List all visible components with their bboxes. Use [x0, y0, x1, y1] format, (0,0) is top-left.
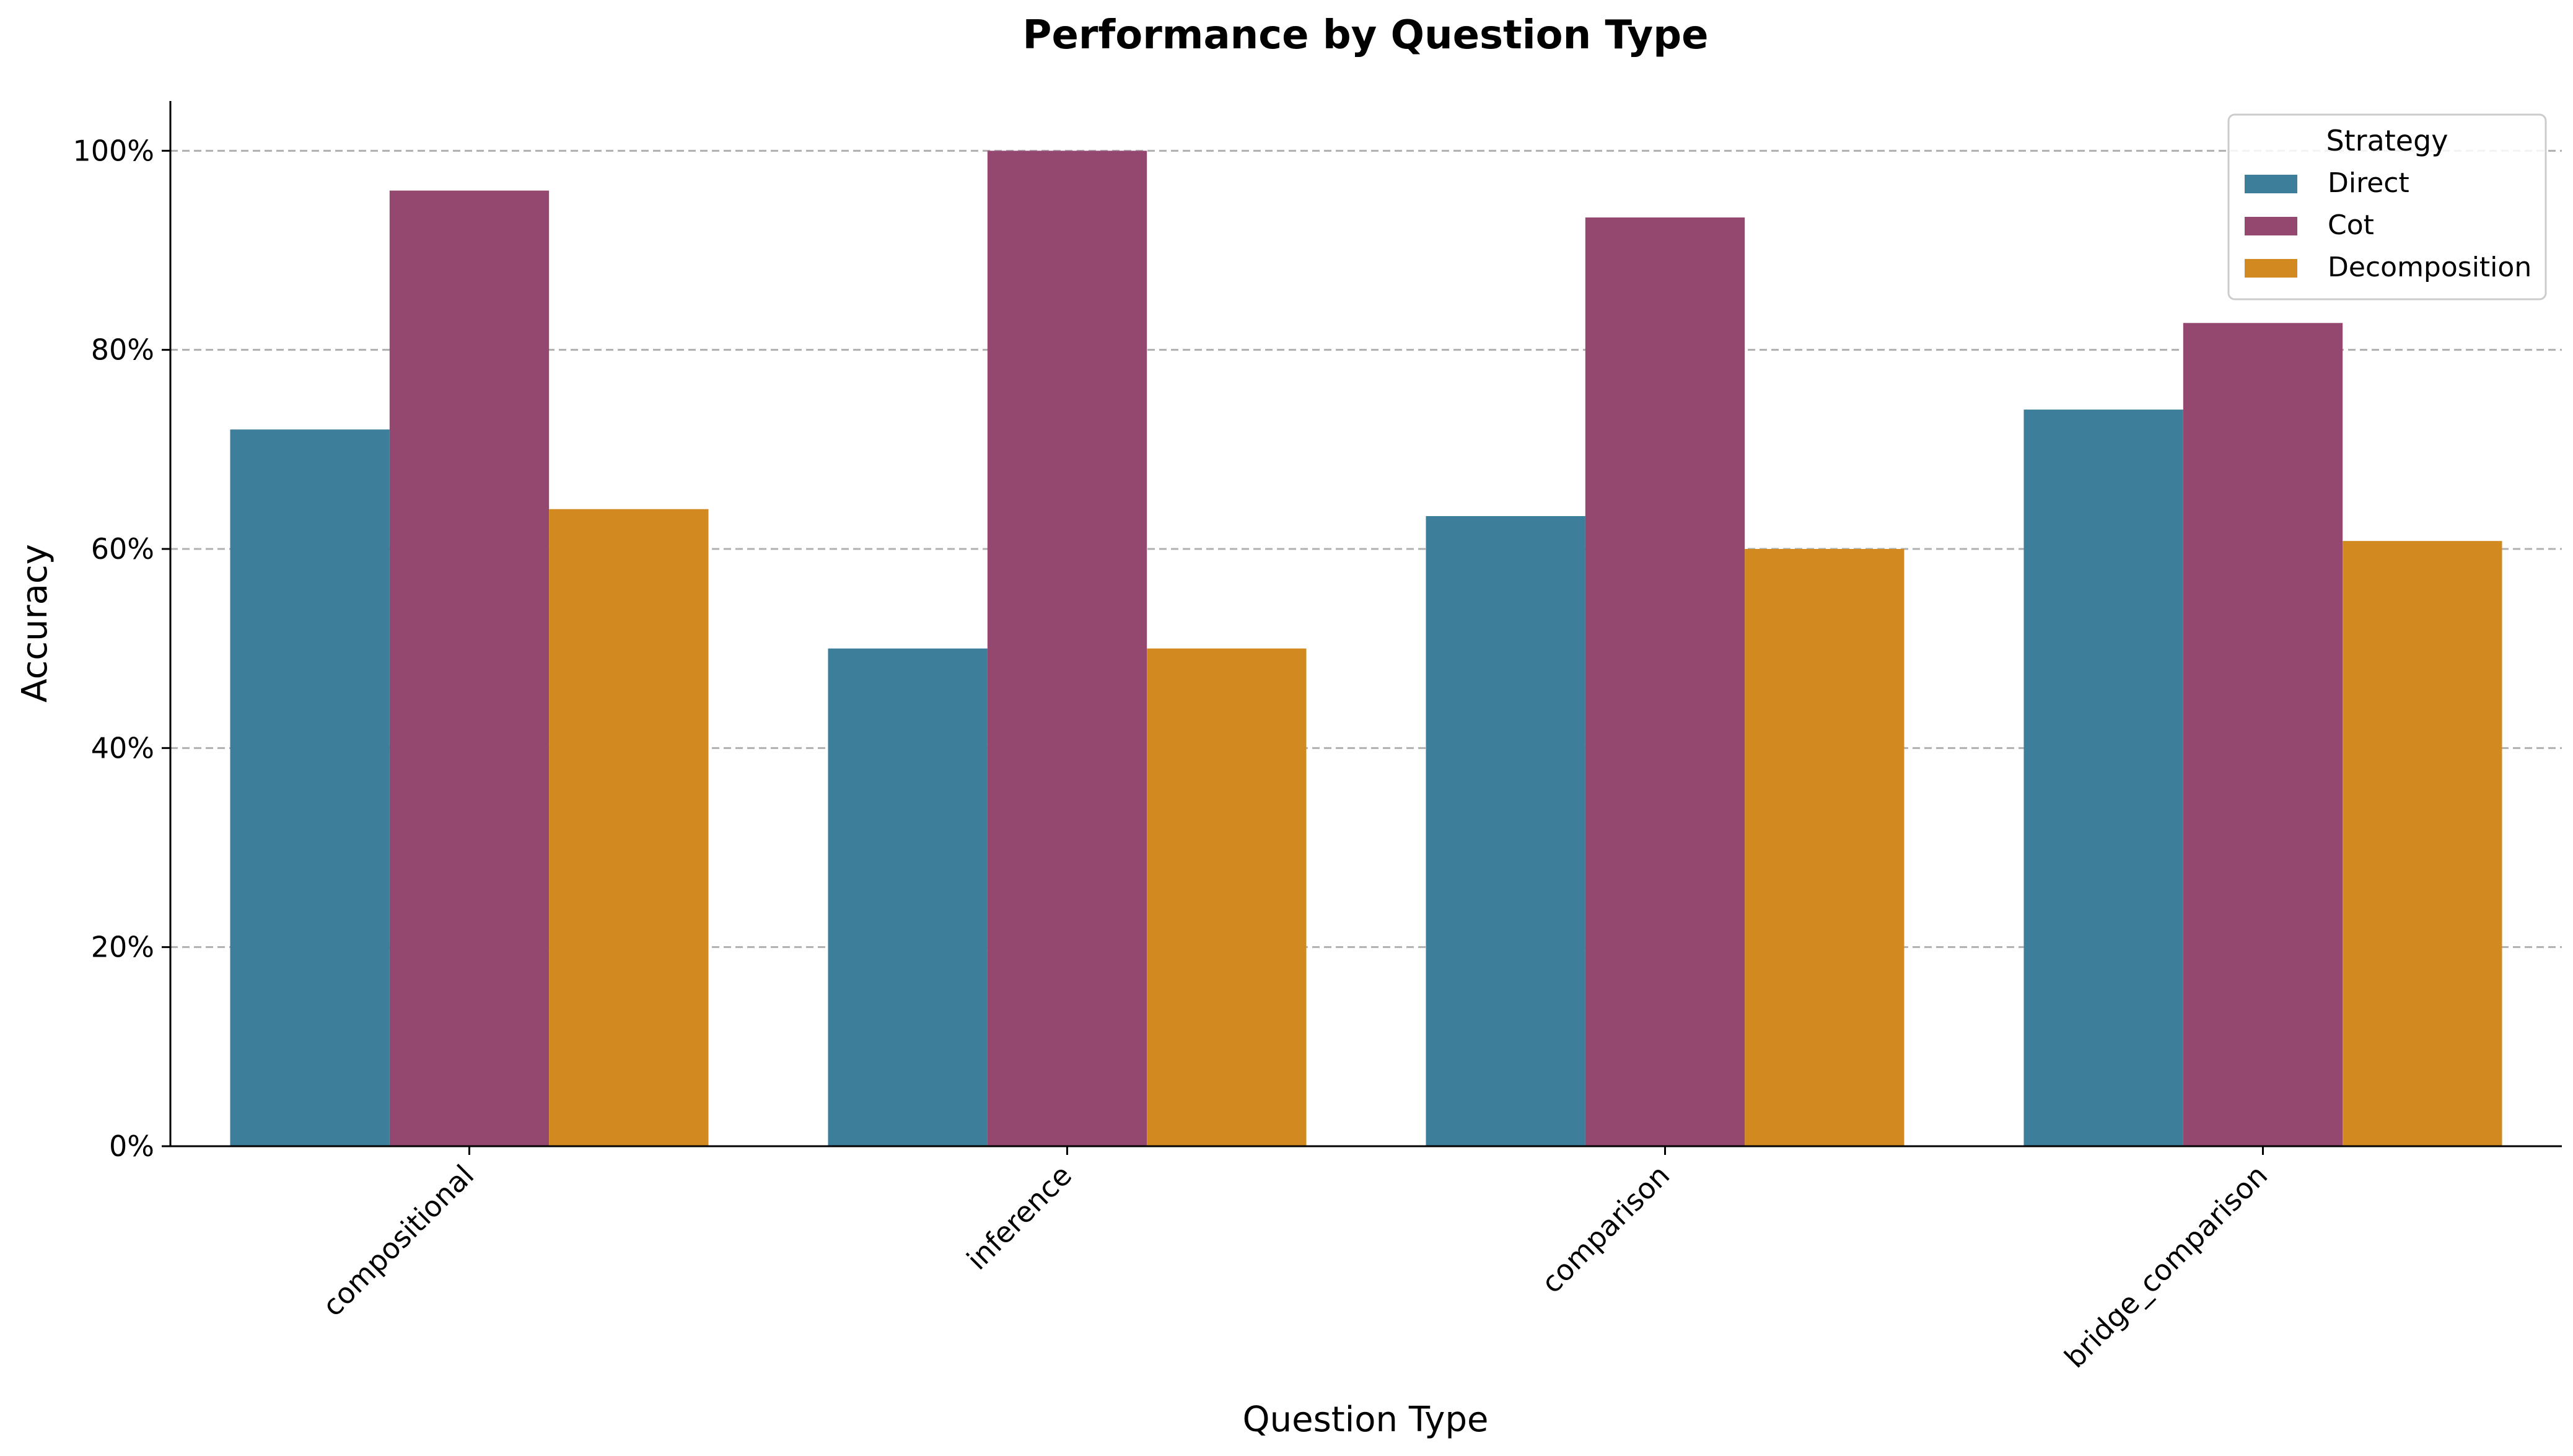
bar-decomposition-compositional — [549, 509, 709, 1146]
legend-swatch-decomposition — [2245, 259, 2297, 278]
x-tick-label: compositional — [316, 1159, 480, 1323]
bar-direct-bridge_comparison — [2023, 410, 2183, 1146]
y-tick-label: 40% — [91, 731, 154, 765]
legend-label-decomposition: Decomposition — [2328, 252, 2531, 283]
x-tick-label: inference — [960, 1159, 1078, 1276]
chart-title: Performance by Question Type — [1023, 12, 1709, 58]
y-tick-label: 80% — [91, 333, 154, 367]
legend-swatch-cot — [2245, 217, 2297, 235]
legend-swatch-direct — [2245, 175, 2297, 193]
y-tick-label: 20% — [91, 931, 154, 964]
bar-cot-bridge_comparison — [2183, 323, 2343, 1147]
legend-label-direct: Direct — [2328, 167, 2409, 199]
bars-group — [230, 151, 2502, 1147]
bar-decomposition-inference — [1147, 648, 1307, 1146]
x-tick-label: comparison — [1535, 1159, 1676, 1300]
legend-label-cot: Cot — [2328, 209, 2374, 241]
bar-cot-inference — [987, 151, 1147, 1146]
legend-title: Strategy — [2326, 124, 2448, 157]
bar-direct-compositional — [230, 429, 390, 1147]
y-tick-label: 100% — [72, 134, 154, 167]
bar-cot-compositional — [389, 190, 550, 1147]
x-ticks: compositional inference comparison bridge_c… — [316, 1146, 2274, 1374]
y-axis-title: Accuracy — [15, 544, 55, 703]
legend-frame — [2227, 113, 2547, 300]
y-ticks: 0% 20% 40% 60% 80% 100% — [72, 134, 170, 1163]
y-tick-label: 0% — [109, 1129, 154, 1163]
x-axis-title: Question Type — [1243, 1400, 1489, 1440]
y-tick-label: 60% — [91, 532, 154, 566]
bar-decomposition-comparison — [1745, 549, 1905, 1146]
legend-items: Direct Cot Decomposition — [2245, 167, 2531, 283]
bar-cot-comparison — [1585, 217, 1745, 1147]
bar-direct-comparison — [1426, 515, 1585, 1146]
axes-group — [169, 101, 2562, 1147]
bar-direct-inference — [828, 648, 988, 1146]
bar-decomposition-bridge_comparison — [2343, 541, 2502, 1146]
x-tick-label: bridge_comparison — [2058, 1159, 2274, 1375]
legend: Strategy Direct Cot Decomposition — [2227, 113, 2547, 300]
